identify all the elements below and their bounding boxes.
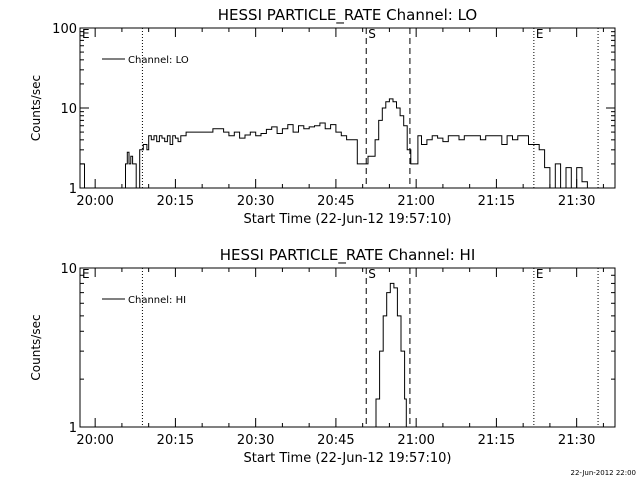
chart-title: HESSI PARTICLE_RATE Channel: HI (220, 246, 476, 265)
x-tick-label: 20:30 (237, 194, 274, 209)
x-tick-label: 21:00 (397, 194, 434, 209)
legend-entry: Channel: LO (128, 55, 189, 66)
y-tick-label: 1 (69, 421, 77, 436)
x-tick-label: 21:15 (478, 433, 515, 448)
y-axis-label: Counts/sec (29, 314, 43, 380)
x-tick-label: 20:00 (76, 433, 113, 448)
event-marker-label: E (82, 267, 90, 281)
data-series-line (372, 282, 407, 428)
event-marker-label: S (368, 27, 376, 41)
y-tick-label: 10 (60, 102, 77, 117)
event-marker-label: E (82, 27, 90, 41)
x-tick-label: 21:00 (397, 433, 434, 448)
y-axis-label: Counts/sec (29, 75, 43, 141)
legend-entry: Channel: HI (128, 295, 186, 306)
x-tick-label: 20:45 (317, 194, 354, 209)
footer-timestamp: 22-Jun-2012 22:00 (571, 469, 637, 477)
x-tick-label: 21:15 (478, 194, 515, 209)
x-axis-label: Start Time (22-Jun-12 19:57:10) (244, 451, 452, 466)
y-tick-label: 10 (60, 262, 77, 277)
x-tick-label: 20:45 (317, 433, 354, 448)
event-marker-label: E (536, 267, 544, 281)
x-tick-label: 20:30 (237, 433, 274, 448)
y-tick-label: 100 (52, 22, 77, 37)
x-tick-label: 20:15 (157, 194, 194, 209)
chart-title: HESSI PARTICLE_RATE Channel: LO (218, 6, 477, 25)
x-tick-label: 20:15 (157, 433, 194, 448)
event-marker-label: S (368, 267, 376, 281)
x-tick-label: 21:30 (558, 433, 595, 448)
plot-frame (79, 267, 616, 428)
data-series-line (80, 98, 588, 189)
plot-frame (79, 27, 616, 189)
x-tick-label: 20:00 (76, 194, 113, 209)
event-marker-label: E (536, 27, 544, 41)
x-axis-label: Start Time (22-Jun-12 19:57:10) (244, 212, 452, 227)
y-tick-label: 1 (69, 182, 77, 197)
x-tick-label: 21:30 (558, 194, 595, 209)
